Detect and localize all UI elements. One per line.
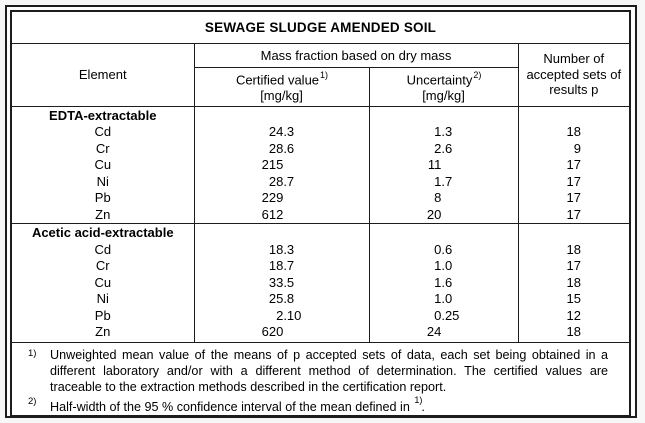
footnote-ref-1: 1)	[414, 395, 423, 405]
document-frame: SEWAGE SLUDGE AMENDED SOIL Element Mass …	[5, 5, 637, 418]
footnote-1: 1) Unweighted mean value of the means of…	[21, 347, 608, 395]
certified-value: 612	[261, 206, 284, 222]
footnote-marker: 2)	[28, 396, 37, 407]
element-column-cell: EDTA-extractable Cd Cr Cu Ni Pb Zn	[10, 105, 195, 224]
accepted-sets-value: 9	[573, 140, 581, 156]
spacer	[519, 108, 630, 125]
header-line: accepted sets of	[526, 66, 622, 82]
accepted-sets-value: 15	[566, 291, 582, 306]
certified-value-cell: 24.3 28.6 215 28.7 229 612	[193, 105, 370, 224]
table-row: 1) Unweighted mean value of the means of…	[10, 342, 631, 417]
uncertainty-cell: 0.6 1.0 1.6 1.0 0.25 24	[368, 223, 519, 343]
certified-value: 229	[261, 190, 284, 205]
certified-value: 28.7	[268, 173, 295, 189]
table-row: SEWAGE SLUDGE AMENDED SOIL	[10, 10, 631, 44]
footnote-text: Half-width of the 95 % confidence interv…	[50, 395, 608, 415]
certified-values-table: SEWAGE SLUDGE AMENDED SOIL Element Mass …	[10, 10, 632, 418]
column-header-element: Element	[10, 42, 195, 107]
certified-value: 2.10	[276, 307, 302, 323]
spacer	[519, 225, 630, 242]
certified-value-unit: [mg/kg]	[260, 88, 303, 104]
accepted-sets-value: 18	[566, 324, 582, 339]
uncertainty-value: 1.3	[434, 124, 453, 139]
footnote-ref-2: 2)	[473, 70, 482, 81]
element-label: Pb	[94, 190, 111, 205]
uncertainty-value: 1.7	[434, 173, 453, 189]
footnote-text: Unweighted mean value of the means of p …	[50, 348, 609, 394]
column-header-uncertainty: Uncertainty2) [mg/kg]	[368, 66, 519, 107]
element-label: Cu	[94, 274, 112, 290]
accepted-sets-value: 17	[566, 206, 582, 222]
spacer	[370, 108, 518, 125]
spacer	[195, 225, 369, 242]
uncertainty-value: 1.0	[434, 291, 453, 306]
header-line: Number of	[543, 51, 605, 67]
footnotes-area: 1) Unweighted mean value of the means of…	[10, 342, 631, 417]
table-section-edta: EDTA-extractable Cd Cr Cu Ni Pb Zn 24.3 …	[10, 105, 631, 224]
accepted-sets-value: 17	[566, 173, 582, 189]
accepted-sets-value: 17	[566, 157, 582, 172]
uncertainty-value: 8	[434, 190, 442, 205]
table-title: SEWAGE SLUDGE AMENDED SOIL	[10, 10, 631, 44]
accepted-sets-value: 18	[566, 274, 582, 290]
uncertainty-value: 20	[426, 206, 442, 222]
element-label: Ni	[96, 291, 109, 306]
uncertainty-label: Uncertainty	[406, 72, 473, 88]
certified-value-cell: 18.3 18.7 33.5 25.8 2.10 620	[193, 223, 370, 343]
element-label: Cd	[94, 241, 112, 257]
element-label: Cu	[94, 157, 112, 172]
accepted-sets-cell: 18 17 18 15 12 18	[517, 223, 631, 343]
spacer	[370, 225, 518, 242]
certified-value: 215	[261, 157, 284, 172]
table-row: Certified value1) [mg/kg] Uncertainty2) …	[11, 66, 630, 107]
element-label: Cd	[94, 124, 112, 139]
accepted-sets-value: 17	[566, 258, 582, 273]
footnote-2: 2) Half-width of the 95 % confidence int…	[21, 395, 608, 415]
accepted-sets-value: 18	[566, 241, 582, 257]
footnote-marker: 1)	[28, 348, 37, 359]
spacer	[195, 108, 369, 125]
certified-value: 18.7	[268, 258, 295, 273]
certified-value-label: Certified value	[235, 72, 320, 88]
uncertainty-value: 1.6	[434, 274, 453, 290]
table-row: Element Mass fraction based on dry mass …	[10, 42, 631, 107]
uncertainty-value: 0.25	[434, 307, 460, 323]
accepted-sets-value: 17	[566, 190, 582, 205]
certified-value: 24.3	[268, 124, 295, 139]
element-label: Cr	[95, 140, 110, 156]
uncertainty-value: 0.6	[434, 241, 453, 257]
section-title: EDTA-extractable	[49, 107, 157, 123]
footnote-text-body: Half-width of the 95 % confidence interv…	[50, 400, 410, 415]
uncertainty-value: 11	[427, 157, 442, 172]
element-label: Ni	[96, 173, 109, 189]
accepted-sets-value: 12	[566, 307, 582, 323]
footnote-ref-1: 1)	[320, 70, 329, 81]
certified-value: 25.8	[268, 291, 295, 306]
certified-value: 620	[261, 324, 284, 339]
column-header-mass-fraction: Mass fraction based on dry mass	[193, 42, 519, 68]
table-section-acetic-acid: Acetic acid-extractable Cd Cr Cu Ni Pb Z…	[10, 223, 631, 343]
element-label: Zn	[95, 324, 111, 339]
column-header-certified-value: Certified value1) [mg/kg]	[193, 66, 370, 107]
certified-value: 18.3	[268, 241, 295, 257]
header-line: results p	[549, 82, 599, 98]
uncertainty-value: 2.6	[434, 140, 453, 156]
uncertainty-cell: 1.3 2.6 11 1.7 8 20	[368, 105, 519, 224]
accepted-sets-value: 18	[566, 124, 582, 139]
footnote-text-suffix: .	[421, 400, 425, 415]
certified-value: 28.6	[268, 140, 295, 156]
element-label: Zn	[95, 206, 111, 222]
column-header-accepted-sets: Number of accepted sets of results p	[517, 42, 631, 107]
uncertainty-unit: [mg/kg]	[422, 88, 465, 104]
uncertainty-value: 24	[426, 324, 442, 339]
uncertainty-value: 1.0	[434, 258, 453, 273]
element-label: Cr	[95, 258, 110, 273]
section-title: Acetic acid-extractable	[31, 225, 174, 240]
element-column-cell: Acetic acid-extractable Cd Cr Cu Ni Pb Z…	[10, 223, 195, 343]
element-label: Pb	[94, 307, 111, 323]
certified-value: 33.5	[268, 274, 295, 290]
accepted-sets-cell: 18 9 17 17 17 17	[517, 105, 631, 224]
